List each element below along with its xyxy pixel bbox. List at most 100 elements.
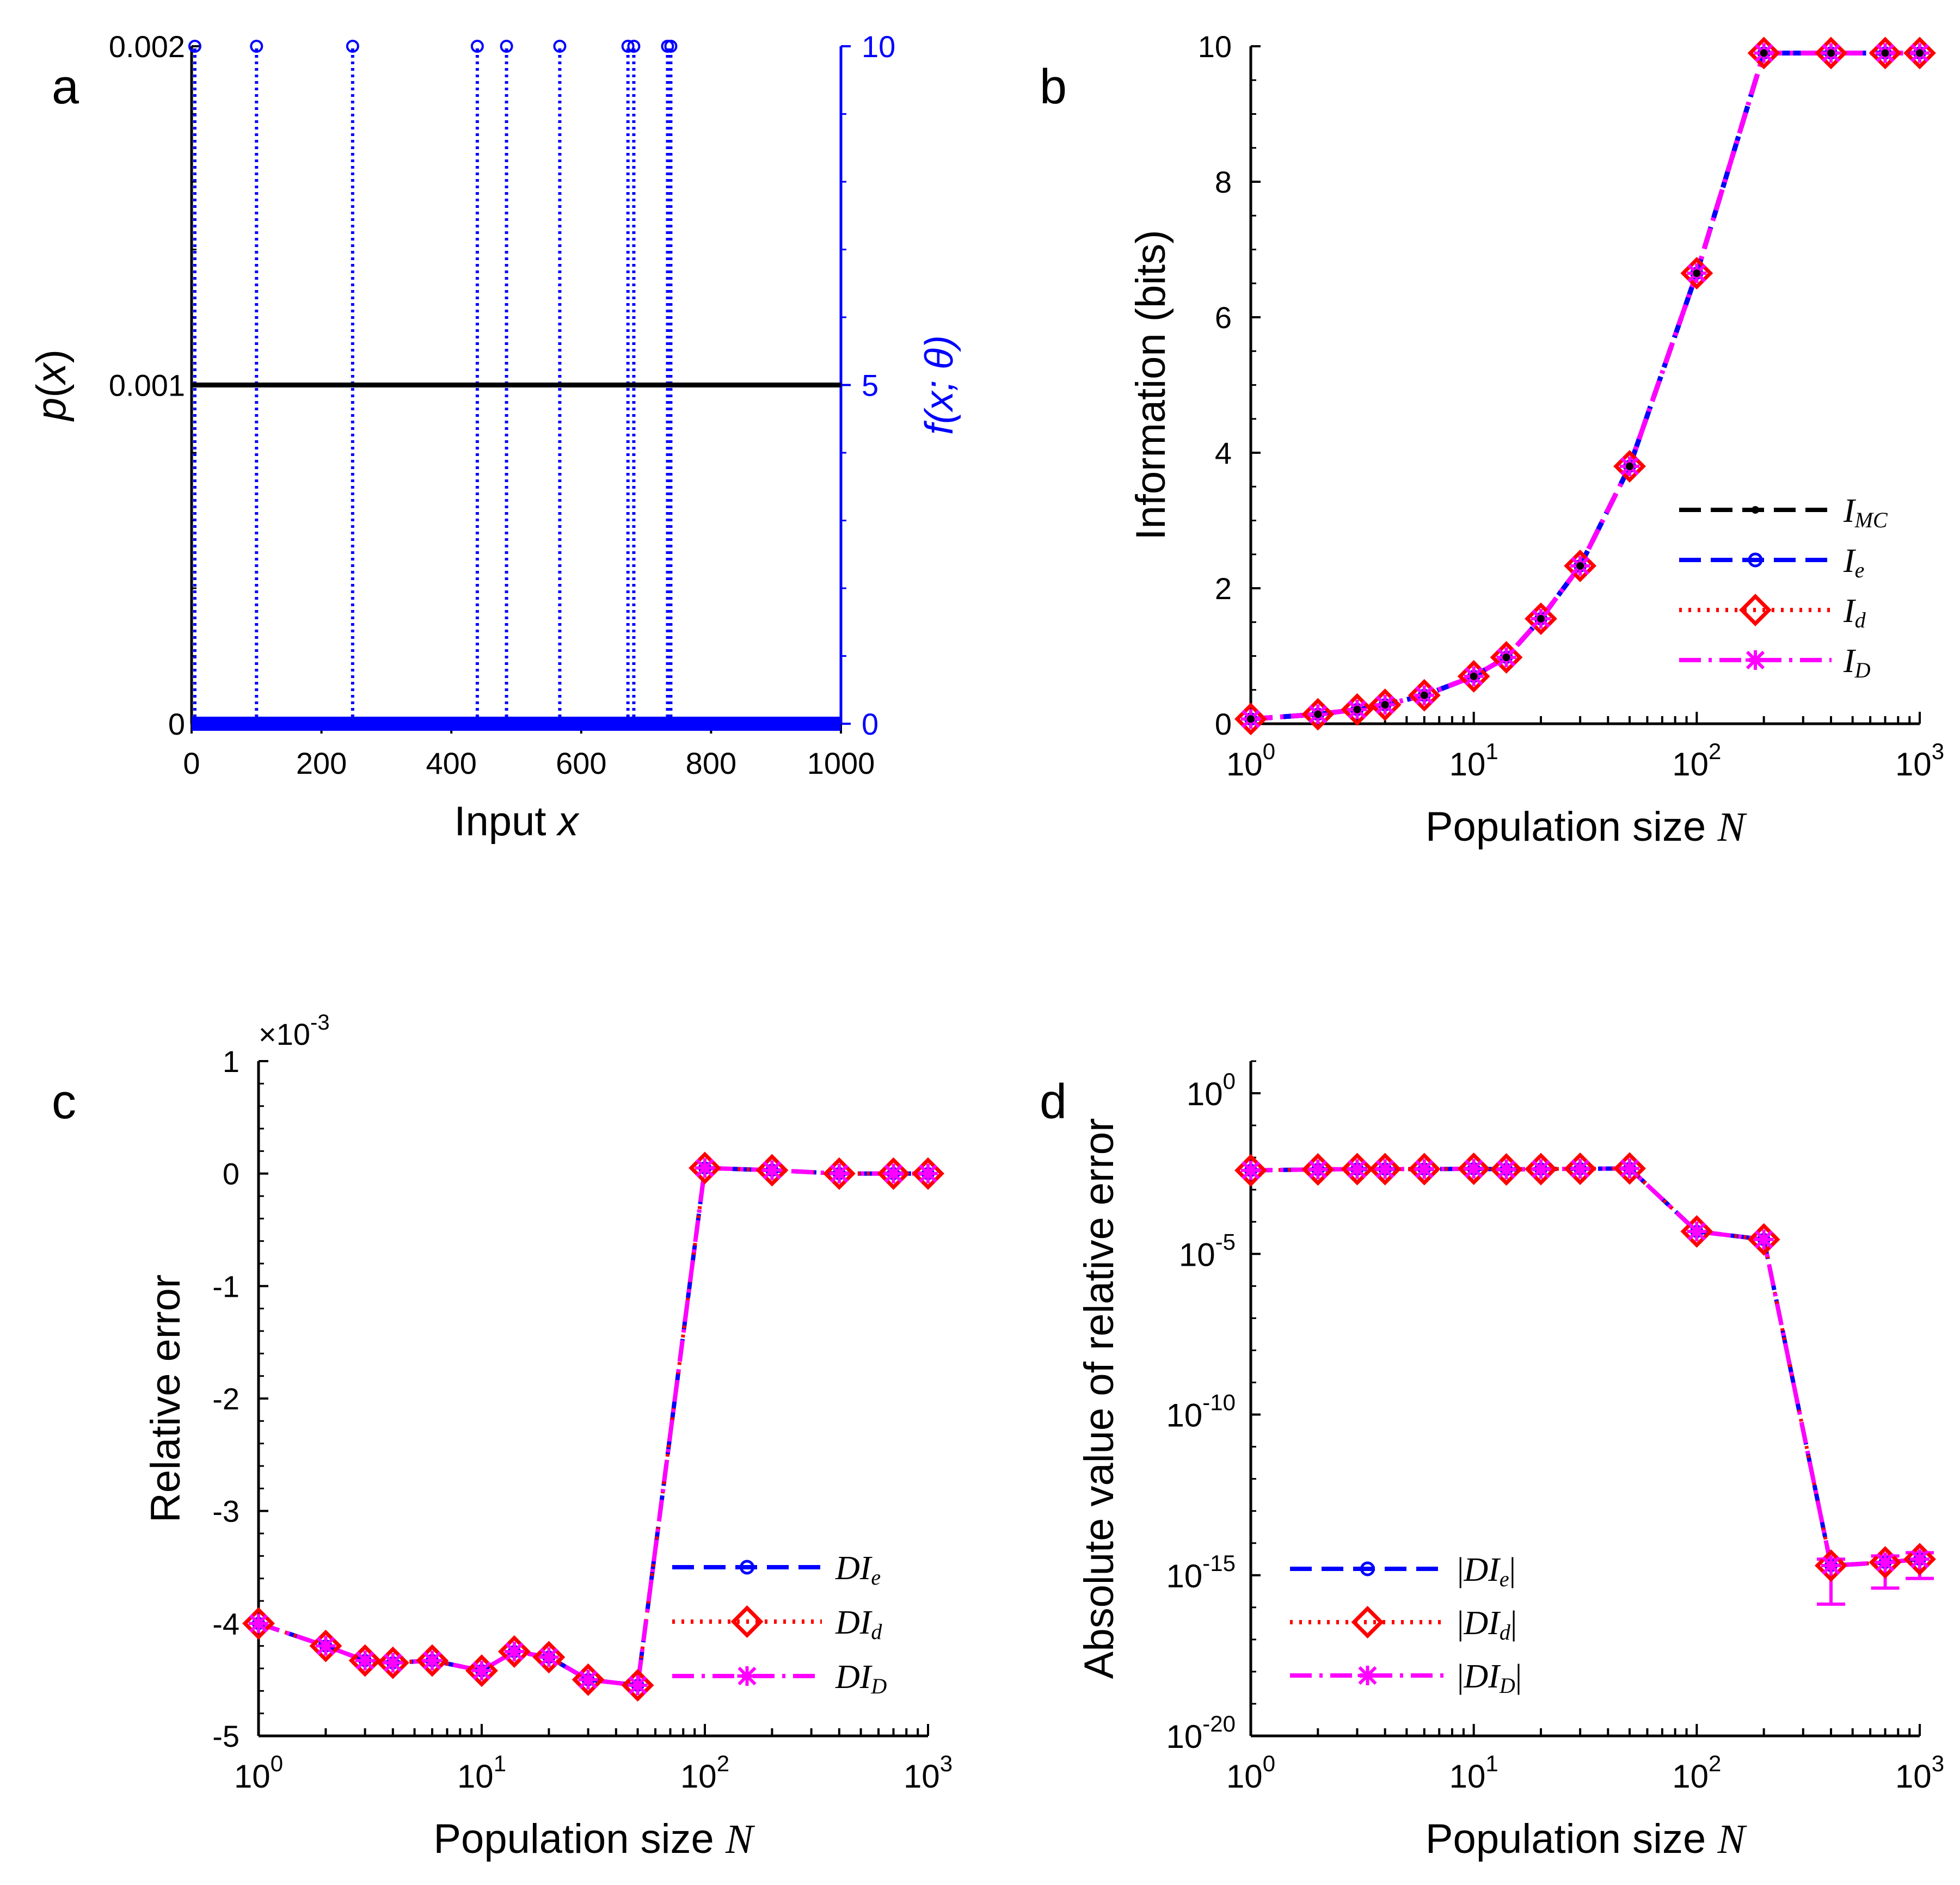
series-line-absDI-D	[1250, 1166, 1920, 1568]
marker-absDI-d	[1234, 1154, 1267, 1187]
marker-DI-D	[422, 1650, 443, 1671]
marker-DI-D	[829, 1163, 849, 1184]
legend-marker-diamond	[1351, 1606, 1384, 1638]
y-tick-label-base: 10	[1179, 1236, 1215, 1273]
y-tick-label-exp: 0	[1223, 1068, 1236, 1094]
marker-I-MC	[1881, 49, 1889, 57]
y-axis-label-right: f(x; θ)	[918, 335, 961, 435]
y-tick-label: 6	[1215, 300, 1232, 335]
legend-label-sub: e	[1500, 1567, 1509, 1591]
marker-absDI-D	[1464, 1159, 1484, 1179]
legend-marker-x	[1746, 650, 1765, 670]
y-tick-label: 2	[1215, 571, 1232, 606]
legend-marker-diamond	[730, 1605, 764, 1638]
marker-I-d	[1869, 36, 1902, 70]
marker-absDI-d	[1490, 1153, 1523, 1186]
y-tick-label-base: 10	[1166, 1718, 1203, 1755]
marker-DI-D	[316, 1636, 336, 1656]
y-multiplier: ×10-3	[259, 1011, 330, 1051]
y-tick-label: 1	[223, 1044, 239, 1079]
x-axis-label-text: Population size	[1426, 1816, 1718, 1862]
marker-absDI-d	[1564, 1152, 1597, 1185]
x-tick-label-base: 10	[1449, 1758, 1486, 1795]
marker-I-MC	[1470, 672, 1478, 680]
marker-I-d	[1341, 693, 1374, 726]
marker-DI-D	[383, 1653, 403, 1673]
y-multiplier-base: ×10	[259, 1017, 310, 1051]
x-tick-label: 101	[457, 1751, 506, 1795]
marker-DI-d	[572, 1663, 605, 1696]
marker-DI-d	[621, 1669, 654, 1702]
y-axis-label: Relative error	[143, 1274, 189, 1523]
marker-I-d	[1680, 257, 1713, 290]
marker-DI-d	[348, 1644, 382, 1677]
y-tick-label: -1	[212, 1269, 239, 1303]
marker-DI-d	[912, 1157, 944, 1190]
marker-I-d	[1457, 660, 1490, 693]
legend-label: DId	[835, 1604, 882, 1644]
marker-I-d	[1490, 641, 1523, 674]
x-tick-label: 100	[234, 1751, 283, 1795]
marker-absDI-d	[1747, 1223, 1780, 1256]
marker-absDI-D	[1687, 1221, 1707, 1241]
y-tick-label-exp: -5	[1215, 1229, 1236, 1254]
x-tick-label: 100	[1226, 1751, 1275, 1795]
x-tick-label: 800	[686, 746, 736, 780]
y-axis-label-left-fn: p	[28, 398, 75, 422]
x-axis-label: Population size N	[433, 1816, 755, 1862]
legend-label: DID	[835, 1659, 887, 1698]
f-x-peak-marker	[188, 40, 201, 53]
y-tick-label-left: 0.002	[109, 29, 185, 64]
f-x-peak-marker	[553, 40, 567, 53]
y-axis-label-left-paren: (	[28, 384, 75, 397]
f-x-peak-marker	[500, 40, 513, 53]
marker-I-MC	[1827, 49, 1835, 57]
marker-I-MC	[1693, 269, 1701, 278]
legend-label-sub: D	[870, 1674, 887, 1698]
marker-I-d	[1613, 449, 1646, 483]
legend-label: Ie	[1843, 543, 1864, 582]
marker-DI-D	[883, 1163, 904, 1184]
x-tick-label-exp: 2	[717, 1751, 729, 1776]
x-tick-label-base: 10	[680, 1758, 717, 1795]
marker-absDI-d	[1613, 1152, 1646, 1185]
marker-DI-D	[539, 1647, 559, 1667]
marker-absDI-D	[1414, 1159, 1434, 1179]
legend-label-main: I	[1843, 643, 1857, 680]
y-axis-label: Information (bits)	[1128, 230, 1174, 540]
x-axis-label: Population size N	[1426, 804, 1748, 850]
series-line-DI-D	[257, 1166, 928, 1687]
marker-DI-D	[578, 1670, 598, 1690]
legend-label: IMC	[1843, 492, 1888, 532]
marker-absDI-d	[1680, 1215, 1713, 1248]
marker-I-d	[1525, 602, 1557, 635]
marker-DI-d	[755, 1154, 789, 1187]
marker-absDI-d	[1815, 1549, 1847, 1582]
y-tick-label: 0	[223, 1157, 239, 1191]
marker-absDI-d	[1301, 1153, 1335, 1186]
y-tick-label: -2	[212, 1382, 239, 1416]
legend-label-sub: D	[1854, 658, 1871, 682]
legend-marker-circle	[740, 1560, 754, 1575]
x-tick-label: 400	[426, 746, 476, 780]
x-tick-label-base: 10	[1672, 1758, 1709, 1795]
marker-absDI-d	[1408, 1153, 1441, 1186]
legend-label-bar: |	[1457, 1605, 1464, 1642]
x-tick-label-exp: 1	[494, 1751, 506, 1776]
panel-label-d: d	[1040, 1075, 1067, 1129]
legend-label: Id	[1843, 593, 1866, 632]
legend-label-sub: d	[871, 1619, 882, 1644]
marker-I-MC	[1247, 715, 1255, 723]
marker-I-MC	[1626, 462, 1634, 470]
marker-I-MC	[1916, 49, 1924, 57]
series-line-I-e	[1250, 50, 1920, 722]
legend-label-main: DI	[835, 1659, 873, 1696]
marker-absDI-D	[1347, 1159, 1367, 1179]
legend-label-sub: D	[1499, 1673, 1515, 1698]
legend-b: IMC Ie Id ID	[1679, 492, 1888, 682]
x-tick-label-exp: 1	[1485, 738, 1498, 764]
x-tick-label: 0	[183, 746, 200, 780]
series-line-DI-d	[257, 1166, 928, 1687]
legend-label-bar: |	[1509, 1551, 1516, 1588]
